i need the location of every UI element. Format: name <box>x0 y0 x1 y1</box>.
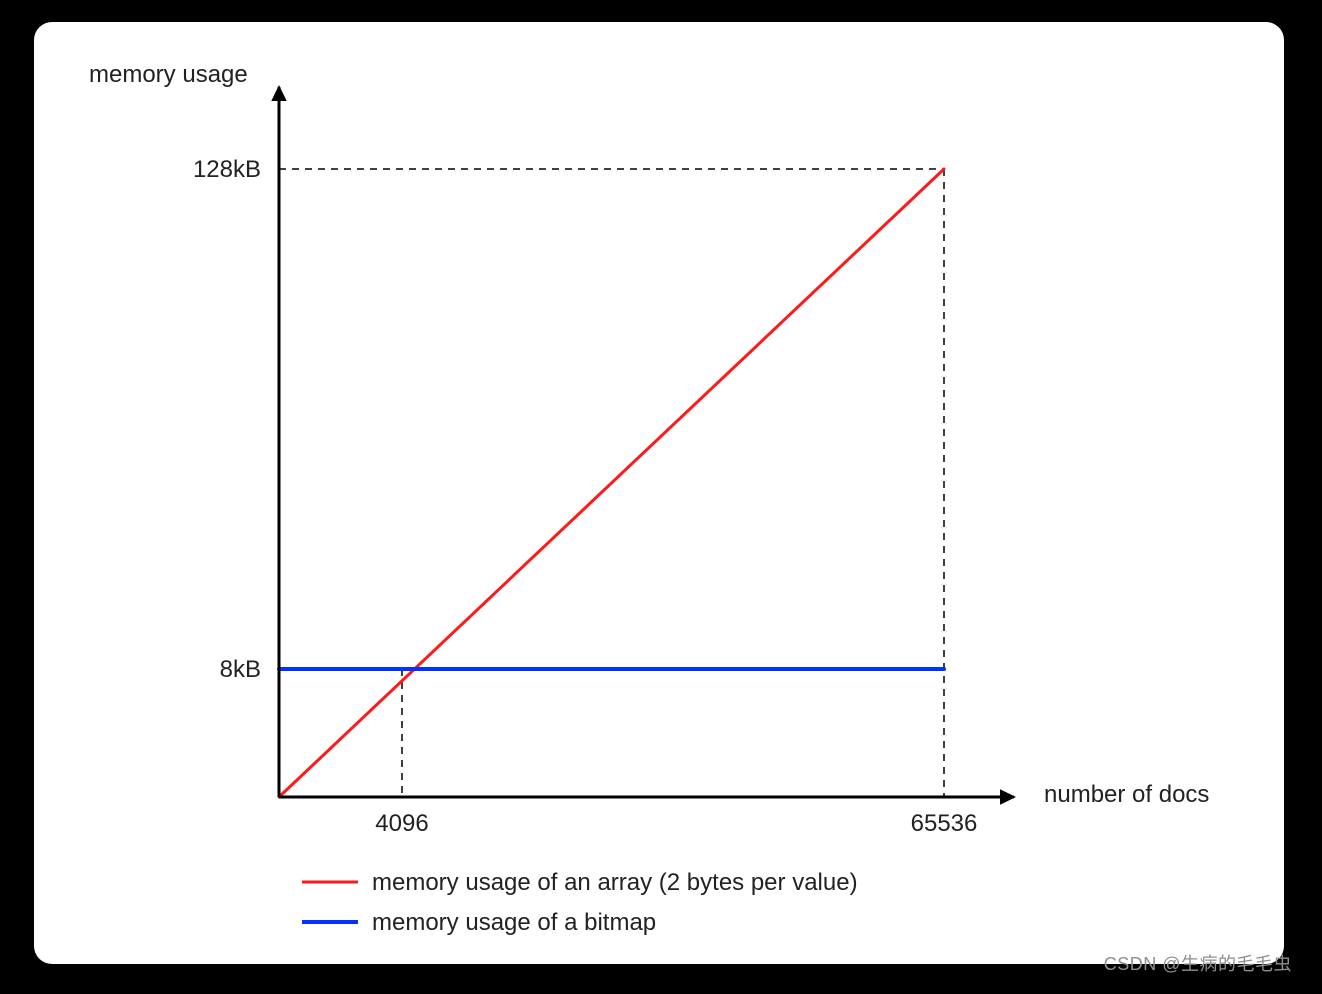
memory-usage-chart: memory usage number of docs 4096 65536 8kB 12… <box>34 22 1284 964</box>
y-axis-arrow <box>271 85 286 101</box>
x-axis-arrow <box>1000 789 1016 804</box>
y-axis-label: memory usage <box>89 61 248 88</box>
legend-label-bitmap: memory usage of a bitmap <box>372 909 656 936</box>
x-tick-label: 4096 <box>375 810 428 837</box>
y-tick-label: 128kB <box>193 156 261 183</box>
x-tick-label: 65536 <box>911 810 978 837</box>
y-tick-label: 8kB <box>220 656 261 683</box>
series-array <box>279 169 944 797</box>
x-axis-label: number of docs <box>1044 781 1209 808</box>
chart-frame: memory usage number of docs 4096 65536 8kB 12… <box>34 22 1284 964</box>
legend-label-array: memory usage of an array (2 bytes per va… <box>372 869 858 896</box>
watermark-text: CSDN @生病的毛毛虫 <box>1104 950 1292 976</box>
